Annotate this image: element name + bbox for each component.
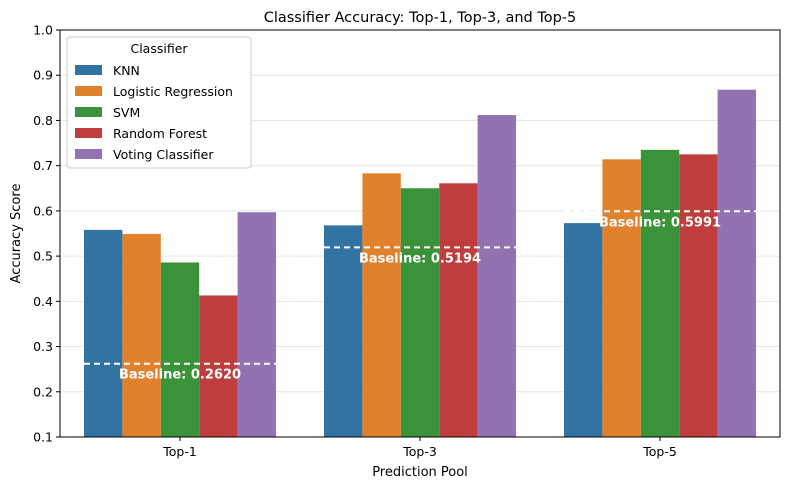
bar [160,262,200,437]
legend: Classifier KNN Logistic Regression SVM Rando… [66,36,252,169]
x-tick-label: Top-1 [162,444,197,459]
bar [324,225,363,437]
y-tick-label: 1.0 [33,23,53,38]
legend-entry: SVM [113,105,140,120]
legend-swatch [75,86,102,96]
chart-title: Classifier Accuracy: Top-1, Top-3, and T… [264,10,577,26]
baseline-label: Baseline: 0.2620 [119,368,241,383]
baselines-layer: Baseline: 0.2620 Baseline: 0.5194 Baseline… [84,210,756,383]
legend-title: Classifier [130,41,188,56]
legend-swatch [75,128,102,138]
bar [439,183,478,437]
x-tick-label: Top-5 [642,444,677,459]
y-tick-label: 0.9 [33,68,53,83]
bar [640,149,680,438]
bar [717,89,756,438]
y-axis-label: Accuracy Score [9,184,24,284]
x-ticks: Top-1 Top-3 Top-5 [162,437,677,459]
legend-entry: KNN [113,63,140,78]
legend-box [66,36,252,169]
bar [237,212,276,437]
bar [400,188,440,437]
legend-entry: Random Forest [113,126,207,141]
y-tick-label: 0.8 [33,113,53,128]
y-tick-label: 0.7 [33,158,53,173]
bar [122,233,161,437]
legend-swatch [75,65,102,75]
y-tick-label: 0.2 [33,384,53,399]
x-tick-label: Top-3 [402,444,437,459]
y-ticks: 0.1 0.2 0.3 0.4 0.5 0.6 0.7 0.8 0.9 1.0 [33,23,60,445]
y-tick-label: 0.4 [33,294,53,309]
y-tick-label: 0.6 [33,203,53,218]
bar [602,159,641,437]
legend-swatch [75,149,102,159]
y-tick-label: 0.3 [33,339,53,354]
baseline-label: Baseline: 0.5991 [599,215,721,230]
bar [362,173,401,438]
x-axis-label: Prediction Pool [372,465,468,480]
y-tick-label: 0.5 [33,249,53,264]
bar [199,295,238,437]
bar [679,154,718,437]
bars-layer [84,89,756,438]
y-tick-label: 0.1 [33,430,53,445]
legend-swatch [75,107,102,117]
baseline-label: Baseline: 0.5194 [359,251,481,266]
legend-entry: Logistic Regression [113,84,233,99]
legend-entry: Voting Classifier [113,147,214,162]
bar [477,115,516,438]
bar [564,223,603,437]
bar [84,229,123,437]
